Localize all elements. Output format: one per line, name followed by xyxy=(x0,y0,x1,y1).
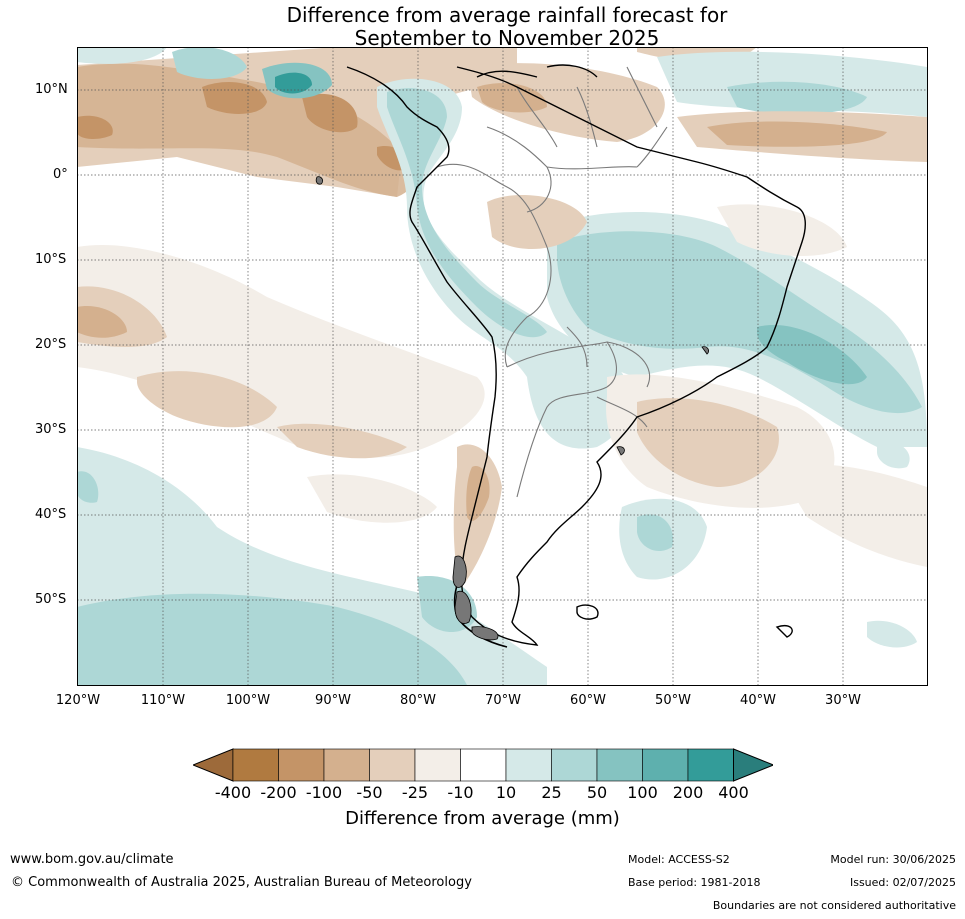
anomaly-dry-zone xyxy=(302,93,358,133)
colorbar-segment xyxy=(369,748,416,782)
lon-label-70w: 70°W xyxy=(485,693,521,708)
anomaly-dry-zone xyxy=(477,83,547,113)
colorbar xyxy=(193,748,773,782)
lon-label-90w: 90°W xyxy=(315,693,351,708)
lat-label-0: 0° xyxy=(53,167,68,182)
lat-label-50s: 50°S xyxy=(35,592,67,607)
lon-label-80w: 80°W xyxy=(400,693,436,708)
footer-model: Model: ACCESS-S2 xyxy=(628,853,730,866)
colorbar-segment xyxy=(642,748,689,782)
colorbar-label: Difference from average (mm) xyxy=(345,808,620,829)
anomaly-wet-zone xyxy=(637,514,673,552)
colorbar-segment xyxy=(505,748,552,782)
anomaly-wet-zone xyxy=(387,88,547,338)
anomaly-dry-zone xyxy=(77,63,414,197)
anomaly-dry-zone xyxy=(277,423,407,459)
colorbar-segment xyxy=(232,748,279,782)
anomaly-wet-zone xyxy=(727,81,867,115)
colorbar-tick-label: -100 xyxy=(305,783,343,802)
colorbar-segment xyxy=(551,748,598,782)
colorbar-segment xyxy=(596,748,643,782)
footer-copyright: © Commonwealth of Australia 2025, Austra… xyxy=(11,875,472,890)
rainfall-map xyxy=(77,47,927,685)
colorbar-tick-label: 10 xyxy=(495,783,517,802)
colorbar-tick-label: -25 xyxy=(401,783,429,802)
anomaly-dry-zone xyxy=(707,121,887,147)
colorbar-segment xyxy=(687,748,734,782)
anomaly-dry-zone xyxy=(717,204,847,257)
footer-url[interactable]: www.bom.gov.au/climate xyxy=(10,852,174,867)
anomaly-wet-zone xyxy=(172,47,247,79)
map-title: Difference from average rainfall forecas… xyxy=(0,4,965,50)
anomaly-dry-zone xyxy=(487,194,587,249)
anomaly-dry-zone xyxy=(77,306,127,338)
colorbar-segment xyxy=(414,748,461,782)
lat-label-40s: 40°S xyxy=(35,507,67,522)
colorbar-segment xyxy=(323,748,370,782)
anomaly-wet-zone xyxy=(77,47,167,64)
anomaly-wet-zone xyxy=(877,441,910,469)
anomaly-wet-zone xyxy=(77,471,99,503)
anomaly-dry-zone xyxy=(637,398,779,487)
colorbar-tick-label: 200 xyxy=(672,783,704,802)
anomaly-dry-zone xyxy=(307,474,437,523)
footer-issued: Issued: 02/07/2025 xyxy=(849,876,956,889)
lon-label-50w: 50°W xyxy=(655,693,691,708)
anomaly-dry-zone xyxy=(137,371,277,428)
colorbar-tick-label: 50 xyxy=(586,783,608,802)
lon-label-40w: 40°W xyxy=(740,693,776,708)
colorbar-arrow-low xyxy=(193,748,234,782)
map-canvas xyxy=(77,47,927,685)
anomaly-wet-zone xyxy=(757,325,867,385)
footer-model-run: Model run: 30/06/2025 xyxy=(830,853,956,866)
title-line-1: Difference from average rainfall forecas… xyxy=(286,3,728,27)
anomaly-wet-zone xyxy=(275,72,312,94)
colorbar-tick-label: -400 xyxy=(214,783,252,802)
colorbar-segment xyxy=(278,748,325,782)
footer-disclaimer: Boundaries are not considered authoritat… xyxy=(712,899,956,912)
lat-label-30s: 30°S xyxy=(35,422,67,437)
anomaly-wet-zone xyxy=(377,78,631,449)
lat-label-20s: 20°S xyxy=(35,337,67,352)
anomaly-dry-zone xyxy=(77,115,113,139)
anomaly-dry-zone xyxy=(77,245,485,458)
anomaly-shading xyxy=(77,47,927,685)
lat-label-10n: 10°N xyxy=(35,82,68,97)
colorbar-tick-label: -50 xyxy=(356,783,383,802)
colorbar-segments xyxy=(193,748,773,782)
colorbar-arrow-high xyxy=(733,748,773,782)
colorbar-tick-label: -10 xyxy=(447,783,474,802)
lon-label-120w: 120°W xyxy=(55,693,101,708)
title-line-2: September to November 2025 xyxy=(354,26,660,50)
country-borders xyxy=(436,66,668,498)
footer-base-period: Base period: 1981-2018 xyxy=(628,876,761,889)
lon-label-100w: 100°W xyxy=(225,693,271,708)
map-gridlines xyxy=(77,47,927,685)
patagonia-islands xyxy=(315,176,710,641)
lon-label-110w: 110°W xyxy=(140,693,186,708)
colorbar-segment xyxy=(460,748,507,782)
lon-label-60w: 60°W xyxy=(570,693,606,708)
colorbar-tick-label: 400 xyxy=(718,783,749,802)
lat-label-10s: 10°S xyxy=(35,252,67,267)
anomaly-dry-zone xyxy=(777,464,927,567)
colorbar-tick-label: 25 xyxy=(541,783,562,802)
lon-label-30w: 30°W xyxy=(825,693,861,708)
anomaly-wet-zone xyxy=(77,593,467,685)
anomaly-dry-zone xyxy=(467,63,665,142)
anomaly-wet-zone xyxy=(867,620,917,648)
colorbar-tick-label: 100 xyxy=(627,783,658,802)
colorbar-tick-label: -200 xyxy=(260,783,297,802)
